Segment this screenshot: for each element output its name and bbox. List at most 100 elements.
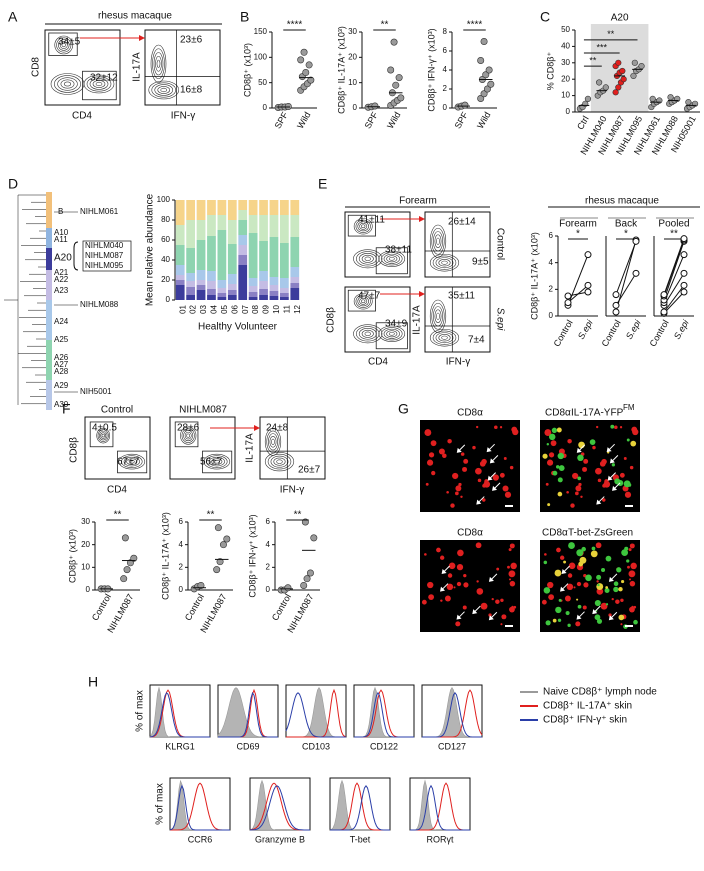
bar-segment <box>290 215 300 237</box>
cell <box>633 619 638 625</box>
gate-value: 32±12 <box>90 73 118 84</box>
x-tick-label: 06 <box>230 304 239 313</box>
cell <box>463 582 469 588</box>
cell <box>476 580 479 583</box>
x-axis-label: CD4 <box>72 111 92 122</box>
cell <box>501 614 507 620</box>
bar-segment <box>196 285 206 290</box>
y-axis-label: CD8β⁺ (x10³) <box>67 529 77 583</box>
data-point <box>485 66 493 74</box>
cell <box>618 614 625 621</box>
tree-label: NIHLM095 <box>85 261 124 270</box>
y-tick-label: 10 <box>561 91 570 100</box>
data-point <box>632 269 640 277</box>
y-tick-label: 4 <box>179 540 184 549</box>
bar-segment <box>280 243 289 278</box>
data-point <box>480 90 488 98</box>
cell <box>578 441 585 449</box>
cell <box>566 583 574 591</box>
bar-segment <box>207 289 216 295</box>
bar-segment <box>248 233 258 278</box>
gate <box>347 214 376 237</box>
bar-segment <box>290 267 300 277</box>
bar-segment <box>207 236 216 271</box>
cell <box>629 465 634 470</box>
x-tick-label: Wild <box>295 110 312 130</box>
x-tick-label: S.epi <box>624 317 643 341</box>
contour <box>183 430 194 442</box>
contour <box>356 326 380 342</box>
bar-segment <box>186 200 195 220</box>
significance: ** <box>207 510 215 521</box>
marker-label: T-bet <box>350 834 371 844</box>
cell <box>630 440 637 447</box>
arrow-head <box>486 447 492 453</box>
cell <box>436 547 441 553</box>
gate-value: 38±11 <box>385 245 412 256</box>
y-tick-label: 30 <box>81 517 90 526</box>
cell <box>448 562 456 570</box>
y-tick-label: 8 <box>443 27 448 36</box>
cell <box>621 549 629 556</box>
arrow-head <box>606 447 612 453</box>
contour <box>148 80 180 100</box>
contour <box>186 433 191 438</box>
bar-segment <box>280 278 289 288</box>
cell <box>545 620 551 626</box>
arrow-head <box>472 609 478 615</box>
cell <box>604 479 609 484</box>
tree-label: NIHLM087 <box>85 251 124 260</box>
contour <box>160 87 168 93</box>
cell <box>453 586 456 589</box>
y-axis-label: Mean relative abundance <box>145 193 156 306</box>
cell <box>614 425 618 430</box>
contour <box>434 309 442 324</box>
contour <box>432 330 457 345</box>
contour <box>381 327 403 341</box>
data-point <box>477 95 485 103</box>
contour <box>436 312 440 320</box>
histogram <box>249 785 310 831</box>
contour <box>266 430 280 454</box>
bar-segment <box>207 200 216 215</box>
data-point <box>395 74 403 82</box>
cell <box>623 480 631 488</box>
contour <box>128 459 135 464</box>
bar-segment <box>207 215 216 236</box>
cell <box>600 602 608 610</box>
bar-segment <box>217 288 227 293</box>
cell <box>481 458 487 465</box>
cell <box>567 623 571 627</box>
tree-label: A11 <box>54 235 68 244</box>
x-tick-label: 05 <box>220 304 229 313</box>
contour <box>53 75 81 93</box>
contour <box>156 59 161 68</box>
contour <box>98 430 108 441</box>
gate <box>202 450 233 474</box>
data-point <box>612 89 619 96</box>
data-point <box>602 84 609 91</box>
bar-segment <box>217 230 227 280</box>
data-point <box>631 59 638 66</box>
contour <box>361 224 366 229</box>
gate-value: 24±8 <box>266 423 289 434</box>
legend-label: Naive CD8β⁺ lymph node <box>543 687 657 698</box>
arrow-head <box>596 499 602 505</box>
cell <box>488 613 492 617</box>
clade-strip <box>46 248 52 270</box>
cell <box>440 599 443 602</box>
cell <box>472 445 476 450</box>
contour <box>386 255 398 263</box>
contour <box>431 302 445 330</box>
cell <box>502 485 509 492</box>
clade-strip <box>46 340 52 380</box>
x-tick-label: 08 <box>251 304 260 313</box>
bar-segment <box>186 287 195 295</box>
contour <box>441 335 448 340</box>
cell <box>500 623 503 626</box>
contour <box>438 334 451 342</box>
panel-label: C <box>540 9 550 25</box>
cell <box>503 457 507 460</box>
cell <box>430 440 437 447</box>
cell <box>547 503 551 507</box>
